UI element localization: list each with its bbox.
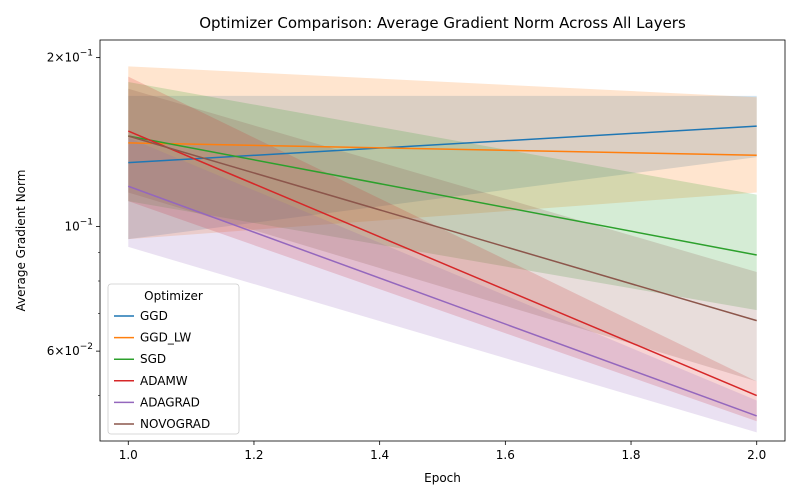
legend-label-ggd: GGD <box>140 309 168 323</box>
line-sgd <box>128 135 757 256</box>
legend-title: Optimizer <box>144 289 203 303</box>
x-axis: 1.0 1.2 1.4 1.6 1.8 2.0 <box>119 441 766 462</box>
x-tick-label: 1.0 <box>119 448 138 462</box>
x-tick-label: 1.6 <box>496 448 515 462</box>
series-lines <box>127 125 758 417</box>
x-tick-label: 1.4 <box>370 448 389 462</box>
x-tick-label: 1.2 <box>244 448 263 462</box>
legend-label-ggd-lw: GGD_LW <box>140 331 191 345</box>
band-ggd-lw <box>128 66 757 240</box>
x-tick-label: 1.8 <box>621 448 640 462</box>
chart-title: Optimizer Comparison: Average Gradient N… <box>199 14 686 32</box>
legend: Optimizer GGD GGD_LW SGD ADAMW ADAGRAD NOVOGR… <box>107 283 240 435</box>
line-ggd-lw <box>128 142 757 157</box>
y-axis: 10−1 2×10−1 6×10−2 <box>47 49 100 396</box>
legend-label-adamw: ADAMW <box>140 374 188 388</box>
legend-label-adagrad: ADAGRAD <box>140 395 200 409</box>
band-novograd <box>128 88 757 382</box>
legend-label-sgd: SGD <box>140 352 166 366</box>
plot-frame <box>99 39 786 442</box>
line-adamw <box>127 130 758 397</box>
legend-items: GGD GGD_LW SGD ADAMW ADAGRAD NOVOGRAD <box>114 309 210 431</box>
line-novograd <box>128 135 757 322</box>
band-adamw <box>128 76 757 422</box>
line-adagrad <box>128 185 757 417</box>
legend-label-novograd: NOVOGRAD <box>140 417 210 431</box>
y-tick-label: 2×10−1 <box>47 49 93 65</box>
band-ggd <box>128 95 757 240</box>
legend-box <box>107 283 240 435</box>
y-tick-label: 6×10−2 <box>47 342 93 358</box>
x-tick-label: 2.0 <box>747 448 766 462</box>
x-axis-label: Epoch <box>424 471 461 485</box>
y-axis-label: Average Gradient Norm <box>14 170 28 312</box>
y-tick-label: 10−1 <box>64 218 93 234</box>
